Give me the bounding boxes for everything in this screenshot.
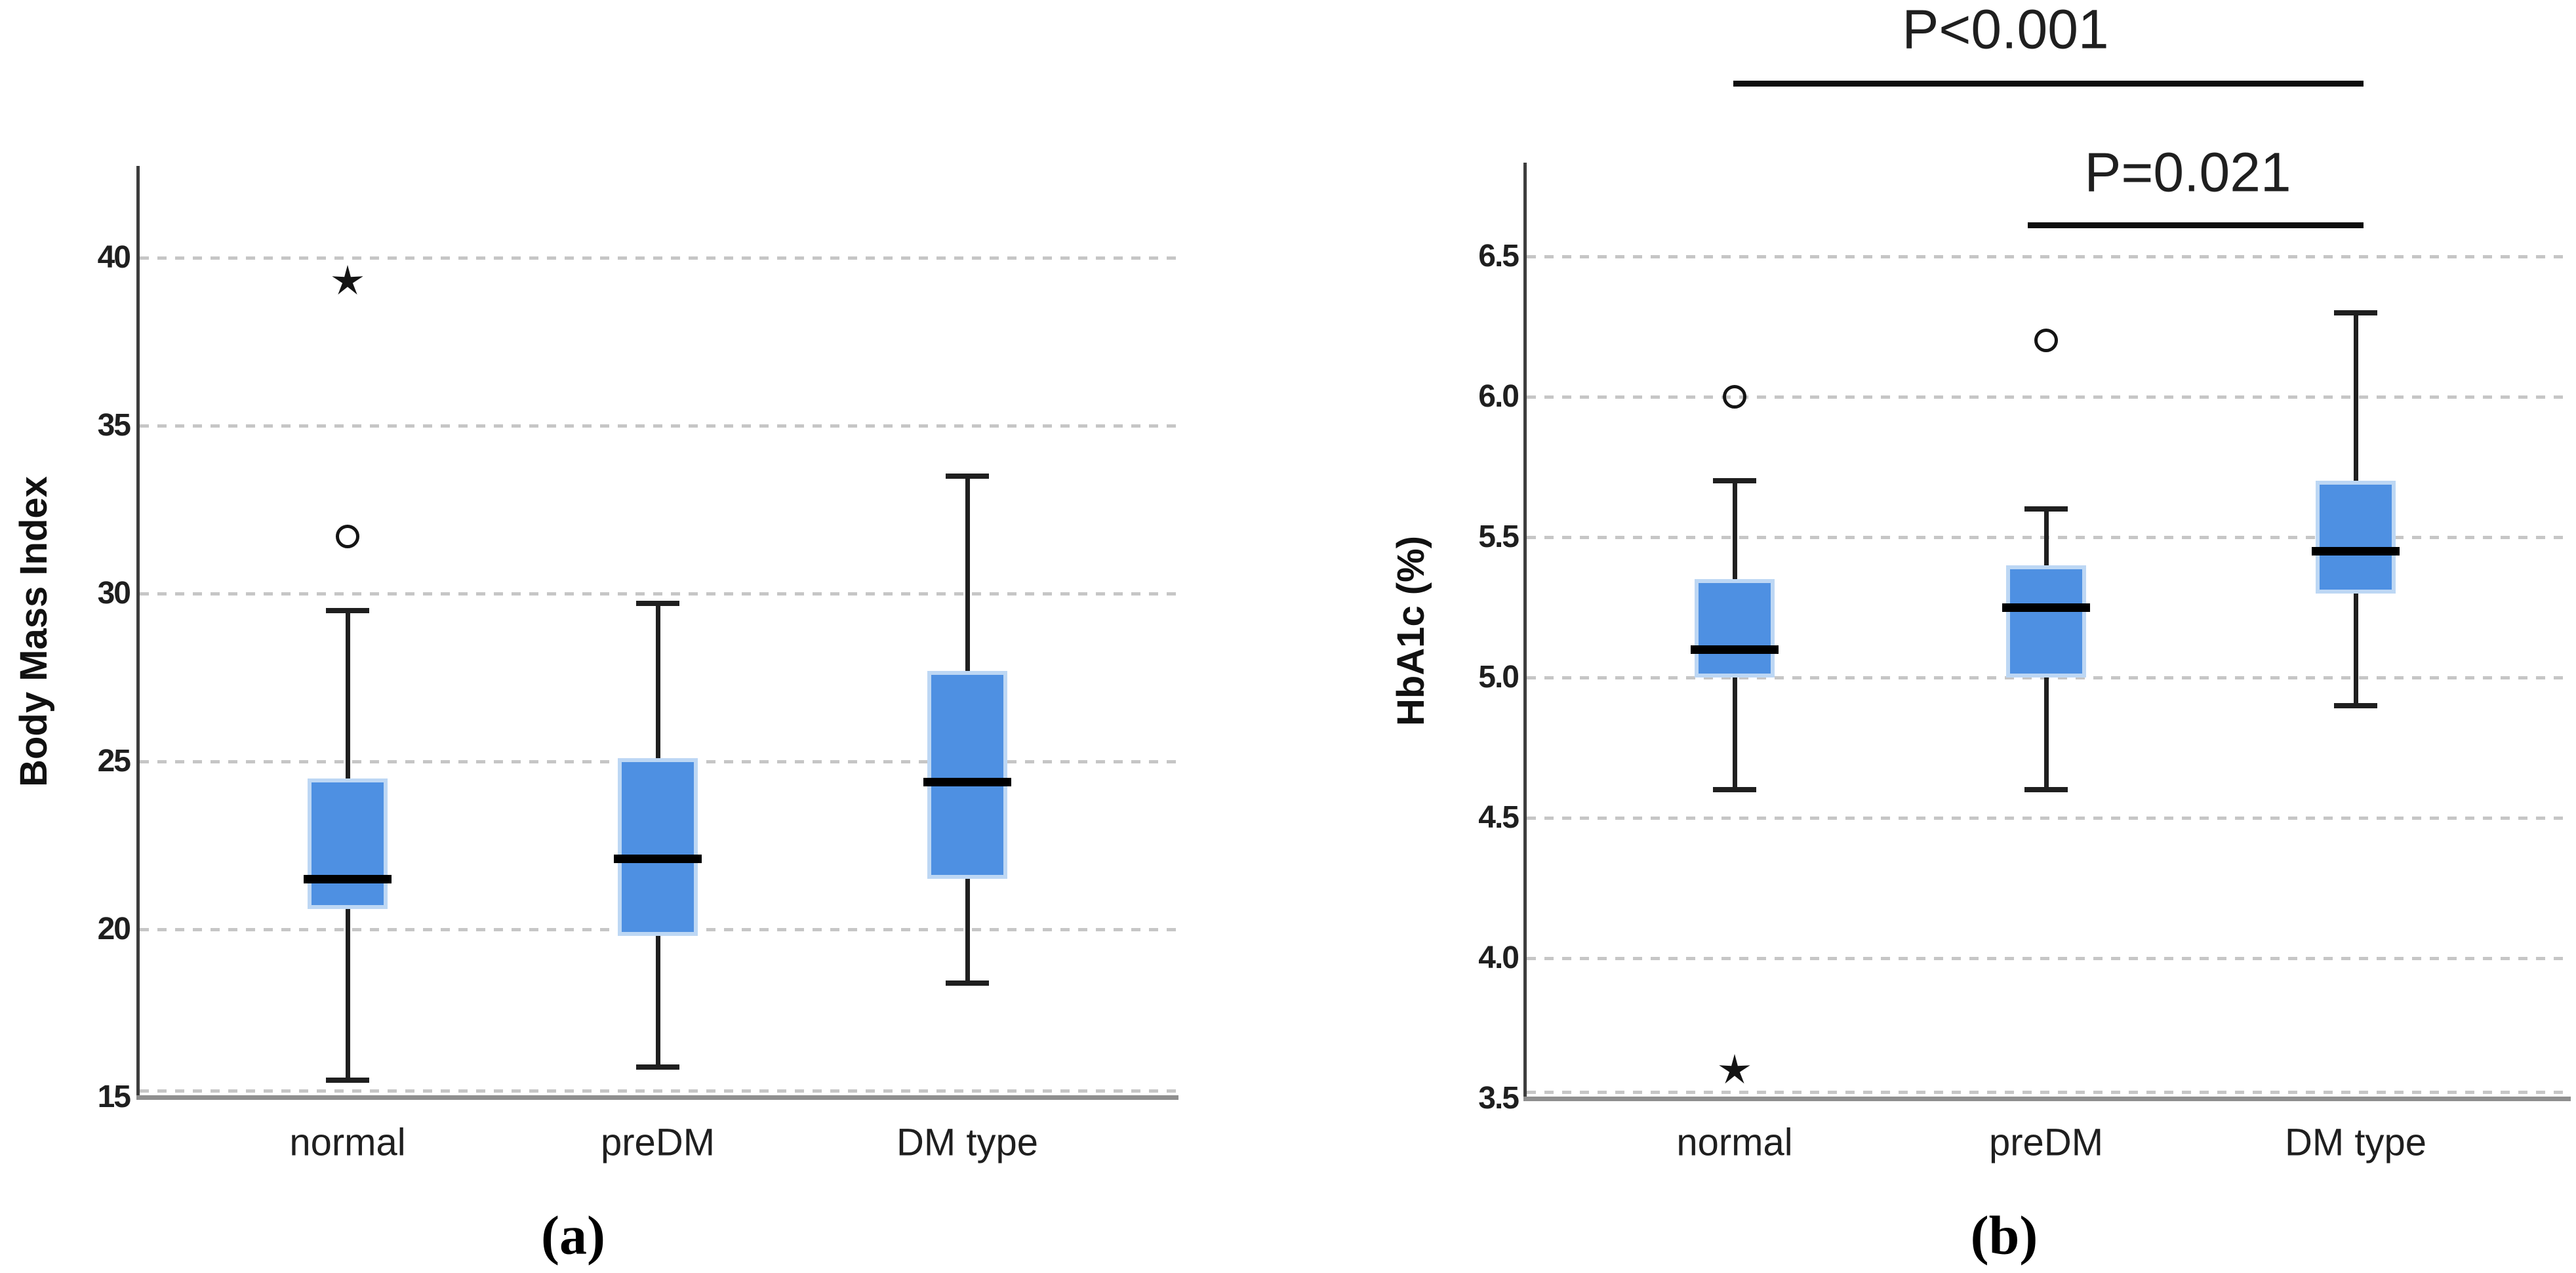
category-label: normal [289, 1121, 406, 1164]
whisker-upper-line [2044, 509, 2049, 565]
whisker-lower-line [1733, 677, 1737, 790]
median-line [923, 777, 1011, 786]
y-tick-label: 40 [97, 240, 131, 275]
y-tick-label: 3.5 [1478, 1081, 1519, 1116]
median-line [2312, 547, 2400, 556]
gridline [1527, 255, 2571, 258]
whisker-upper-line [346, 610, 350, 778]
box-iqr [1695, 579, 1775, 677]
whisker-lower-line [2354, 593, 2358, 706]
category-label: preDM [1988, 1121, 2104, 1164]
y-axis-line [136, 166, 140, 1100]
gridline [1527, 957, 2571, 960]
gridline [140, 1089, 1178, 1093]
category-label: normal [1676, 1121, 1793, 1164]
whisker-upper-line [656, 603, 660, 758]
outlier-circle-icon [1723, 385, 1746, 409]
gridline [1527, 676, 2571, 679]
whisker-upper-cap [326, 607, 369, 613]
y-tick-label: 20 [97, 912, 131, 946]
median-line [304, 875, 392, 884]
whisker-upper-cap [2024, 506, 2068, 512]
category-label: preDM [600, 1121, 715, 1164]
significance-line [2028, 222, 2364, 228]
outlier-star-icon [331, 264, 365, 298]
y-tick-label: 4.0 [1478, 940, 1519, 975]
whisker-lower-cap [326, 1078, 369, 1083]
whisker-lower-cap [2334, 702, 2377, 708]
whisker-lower-line [965, 879, 970, 983]
outlier-star-glyph [332, 264, 363, 295]
whisker-upper-line [1733, 481, 1737, 580]
y-tick-label: 6.5 [1478, 239, 1519, 273]
significance-label: P=0.021 [2084, 141, 2291, 203]
whisker-upper-line [2354, 312, 2358, 481]
box-iqr [2006, 565, 2086, 677]
panel-caption: (b) [1970, 1205, 2038, 1266]
median-line [2002, 603, 2090, 612]
y-axis-title: HbA1c (%) [1390, 535, 1432, 727]
outlier-circle-icon [2034, 329, 2058, 353]
median-line [1691, 645, 1779, 655]
significance-label: P<0.001 [1902, 0, 2109, 60]
gridline [1527, 395, 2571, 399]
y-tick-label: 25 [97, 744, 131, 778]
category-label: DM type [2285, 1121, 2426, 1164]
y-tick-label: 4.5 [1478, 800, 1519, 835]
box-iqr [618, 758, 698, 937]
box-iqr [308, 778, 388, 910]
gridline [1527, 817, 2571, 820]
whisker-upper-cap [1713, 478, 1756, 484]
whisker-upper-line [965, 475, 970, 671]
y-tick-label: 35 [97, 408, 131, 443]
whisker-upper-cap [2334, 310, 2377, 315]
significance-line [1733, 81, 2364, 87]
gridline [140, 592, 1178, 596]
y-axis-line [1523, 163, 1527, 1101]
gridline [1527, 536, 2571, 539]
x-axis-line [136, 1095, 1178, 1100]
whisker-lower-cap [2024, 787, 2068, 793]
x-axis-line [1523, 1097, 2571, 1101]
median-line [614, 855, 702, 864]
y-tick-label: 5.0 [1478, 660, 1519, 695]
whisker-lower-line [2044, 677, 2049, 790]
box-iqr [927, 670, 1007, 879]
whisker-upper-cap [946, 473, 989, 479]
box-iqr [2316, 481, 2396, 594]
y-tick-label: 30 [97, 576, 131, 611]
y-tick-label: 5.5 [1478, 519, 1519, 554]
outlier-circle-icon [336, 524, 359, 548]
gridline [140, 424, 1178, 428]
whisker-lower-line [346, 909, 350, 1081]
panel-caption: (a) [541, 1205, 605, 1266]
y-tick-label: 15 [97, 1080, 131, 1114]
whisker-lower-cap [1713, 787, 1756, 793]
whisker-lower-cap [636, 1064, 679, 1070]
whisker-upper-cap [636, 601, 679, 607]
whisker-lower-cap [946, 980, 989, 986]
whisker-lower-line [656, 936, 660, 1067]
category-label: DM type [896, 1121, 1038, 1164]
gridline [140, 256, 1178, 260]
outlier-star-glyph [1719, 1054, 1750, 1084]
y-tick-label: 6.0 [1478, 379, 1519, 414]
gridline [1527, 1091, 2571, 1094]
outlier-star-icon [1718, 1053, 1752, 1087]
